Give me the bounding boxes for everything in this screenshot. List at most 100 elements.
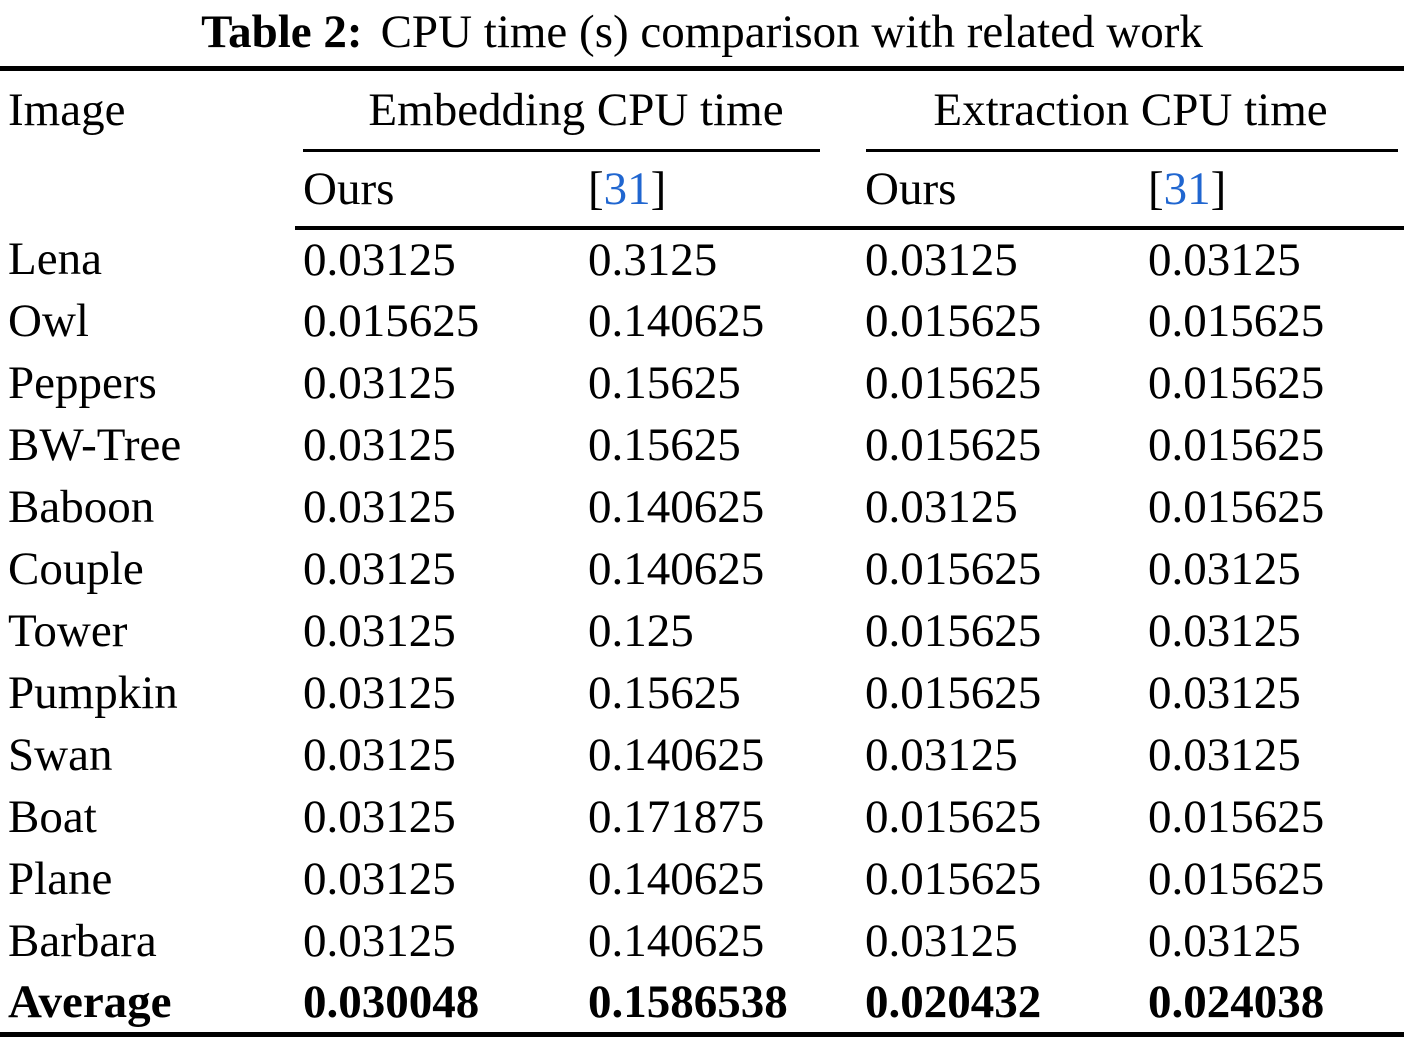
table-row-boat: Boat 0.03125 0.171875 0.015625 0.015625 <box>0 786 1404 848</box>
citation-link-31[interactable]: 31 <box>1163 163 1211 215</box>
cell-extraction-ref31: 0.015625 <box>1148 791 1325 843</box>
cell-embedding-ours: 0.03125 <box>303 419 456 471</box>
extraction-group-label: Extraction CPU time <box>933 84 1328 136</box>
sub-header-row: Ours [31] Ours [31] <box>0 152 1404 230</box>
cell-extraction-ref31: 0.03125 <box>1148 915 1301 967</box>
cell-embedding-ref31: 0.140625 <box>588 481 765 533</box>
citation-bracket-open: [ <box>1148 163 1164 215</box>
col-group-embedding: Embedding CPU time <box>295 71 857 152</box>
cell-extraction-ours: 0.015625 <box>865 419 1042 471</box>
cell-image: Pumpkin <box>8 667 178 719</box>
cell-embedding-ours: 0.03125 <box>303 234 456 286</box>
cell-extraction-ours: 0.03125 <box>865 729 1018 781</box>
table-row-barbara: Barbara 0.03125 0.140625 0.03125 0.03125 <box>0 910 1404 972</box>
cell-average-extraction-ours: 0.020432 <box>865 975 1042 1028</box>
top-rule <box>0 66 1404 71</box>
table-row-lena: Lena 0.03125 0.3125 0.03125 0.03125 <box>0 228 1404 290</box>
cell-extraction-ref31: 0.015625 <box>1148 481 1325 533</box>
cpu-time-table: Image Embedding CPU time Extraction CPU … <box>0 71 1404 1037</box>
cell-embedding-ours: 0.03125 <box>303 729 456 781</box>
table-row-peppers: Peppers 0.03125 0.15625 0.015625 0.01562… <box>0 352 1404 414</box>
embedding-group-label: Embedding CPU time <box>368 84 784 136</box>
cell-image: Tower <box>8 605 128 657</box>
col-header-embedding-ours: Ours <box>295 152 580 230</box>
cell-extraction-ref31: 0.03125 <box>1148 667 1301 719</box>
col-header-extraction-ref31: [31] <box>1140 152 1404 230</box>
table-row-owl: Owl 0.015625 0.140625 0.015625 0.015625 <box>0 290 1404 352</box>
table-row-pumpkin: Pumpkin 0.03125 0.15625 0.015625 0.03125 <box>0 662 1404 724</box>
cell-image: Lena <box>8 233 102 285</box>
citation-bracket-close: ] <box>650 163 667 215</box>
cell-embedding-ref31: 0.140625 <box>588 729 765 781</box>
cell-average-embedding-ours: 0.030048 <box>303 975 480 1028</box>
cell-extraction-ours: 0.015625 <box>865 853 1042 905</box>
cell-embedding-ours: 0.03125 <box>303 357 456 409</box>
cell-embedding-ours: 0.03125 <box>303 915 456 967</box>
cell-average-label: Average <box>8 975 172 1028</box>
cell-embedding-ref31: 0.125 <box>588 605 694 657</box>
table-row-baboon: Baboon 0.03125 0.140625 0.03125 0.015625 <box>0 476 1404 538</box>
cell-extraction-ref31: 0.03125 <box>1148 729 1301 781</box>
cell-extraction-ref31: 0.015625 <box>1148 357 1325 409</box>
col-header-embedding-ref31: [31] <box>580 152 857 230</box>
cell-image: Plane <box>8 853 113 905</box>
cell-embedding-ours: 0.03125 <box>303 605 456 657</box>
cell-average-extraction-ref31: 0.024038 <box>1148 975 1325 1028</box>
embedding-group-rule <box>303 149 820 152</box>
cell-embedding-ours: 0.03125 <box>303 791 456 843</box>
table-caption-label: Table 2: <box>201 6 363 58</box>
cell-extraction-ours: 0.015625 <box>865 667 1042 719</box>
cell-image: Couple <box>8 543 144 595</box>
table-row-swan: Swan 0.03125 0.140625 0.03125 0.03125 <box>0 724 1404 786</box>
cell-embedding-ours: 0.03125 <box>303 481 456 533</box>
table-caption: Table 2: CPU time (s) comparison with rel… <box>0 0 1404 66</box>
extraction-group-rule <box>866 149 1399 152</box>
cell-embedding-ours: 0.03125 <box>303 853 456 905</box>
cell-embedding-ref31: 0.15625 <box>588 419 741 471</box>
table-caption-text: CPU time (s) comparison with related wor… <box>380 6 1203 58</box>
cell-extraction-ours: 0.015625 <box>865 357 1042 409</box>
cell-embedding-ref31: 0.171875 <box>588 791 765 843</box>
cell-embedding-ours: 0.03125 <box>303 543 456 595</box>
cell-image: Boat <box>8 791 97 843</box>
cell-extraction-ref31: 0.03125 <box>1148 605 1301 657</box>
cell-extraction-ref31: 0.015625 <box>1148 295 1325 347</box>
col-header-image: Image <box>8 84 126 136</box>
cell-extraction-ours: 0.015625 <box>865 791 1042 843</box>
cell-embedding-ref31: 0.3125 <box>588 234 718 286</box>
cell-extraction-ours: 0.015625 <box>865 543 1042 595</box>
citation-link-31[interactable]: 31 <box>603 163 651 215</box>
cell-average-embedding-ref31: 0.1586538 <box>588 975 788 1028</box>
citation-bracket-open: [ <box>588 163 604 215</box>
cell-extraction-ref31: 0.03125 <box>1148 543 1301 595</box>
cell-image: Swan <box>8 729 113 781</box>
cell-extraction-ref31: 0.015625 <box>1148 853 1325 905</box>
cell-image: Baboon <box>8 481 155 533</box>
cell-extraction-ours: 0.015625 <box>865 605 1042 657</box>
cell-extraction-ref31: 0.03125 <box>1148 234 1301 286</box>
cell-extraction-ref31: 0.015625 <box>1148 419 1325 471</box>
cell-embedding-ours: 0.015625 <box>303 295 480 347</box>
group-header-row: Image Embedding CPU time Extraction CPU … <box>0 71 1404 152</box>
table-row-average: Average 0.030048 0.1586538 0.020432 0.02… <box>0 972 1404 1034</box>
cell-extraction-ours: 0.03125 <box>865 481 1018 533</box>
cell-image: Owl <box>8 295 89 347</box>
cell-embedding-ref31: 0.15625 <box>588 667 741 719</box>
col-group-extraction: Extraction CPU time <box>857 71 1404 152</box>
col-header-extraction-ours: Ours <box>857 152 1140 230</box>
table-row-couple: Couple 0.03125 0.140625 0.015625 0.03125 <box>0 538 1404 600</box>
cell-embedding-ref31: 0.15625 <box>588 357 741 409</box>
table-row-bw-tree: BW-Tree 0.03125 0.15625 0.015625 0.01562… <box>0 414 1404 476</box>
cell-embedding-ref31: 0.140625 <box>588 295 765 347</box>
cell-extraction-ours: 0.03125 <box>865 234 1018 286</box>
cell-embedding-ours: 0.03125 <box>303 667 456 719</box>
table-row-plane: Plane 0.03125 0.140625 0.015625 0.015625 <box>0 848 1404 910</box>
citation-bracket-close: ] <box>1210 163 1227 215</box>
cell-embedding-ref31: 0.140625 <box>588 915 765 967</box>
cell-image: BW-Tree <box>8 419 182 471</box>
cell-embedding-ref31: 0.140625 <box>588 543 765 595</box>
cell-image: Barbara <box>8 915 157 967</box>
table-row-tower: Tower 0.03125 0.125 0.015625 0.03125 <box>0 600 1404 662</box>
cell-extraction-ours: 0.03125 <box>865 915 1018 967</box>
cell-image: Peppers <box>8 357 157 409</box>
